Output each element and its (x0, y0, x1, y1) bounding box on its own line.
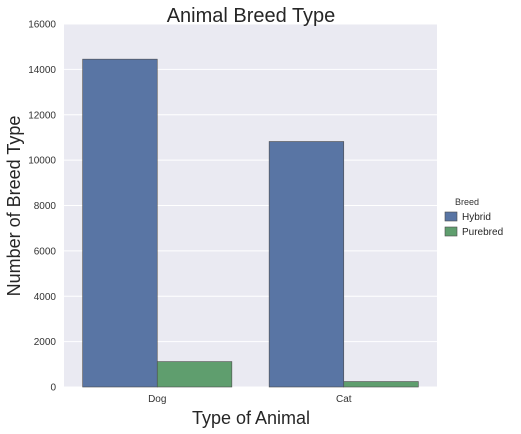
bar-hybrid-dog (82, 58, 158, 388)
y-tick-label: 4000 (34, 292, 57, 303)
x-tick-label: Cat (336, 394, 352, 405)
bar-purebred-dog (156, 361, 233, 388)
y-tick-label: 16000 (28, 20, 56, 31)
y-tick-label: 12000 (28, 110, 56, 121)
x-axis-ticks: Dog Cat (148, 394, 352, 405)
bars (82, 58, 419, 388)
legend-swatch-hybrid (444, 211, 458, 222)
chart-title: Animal Breed Type (167, 5, 336, 27)
bar-hybrid-cat (268, 141, 345, 388)
y-tick-label: 0 (50, 383, 56, 394)
y-tick-label: 14000 (28, 65, 56, 76)
legend: Breed Hybrid Purebred (444, 197, 503, 238)
x-tick-label: Dog (148, 394, 166, 405)
y-tick-label: 2000 (34, 337, 57, 348)
y-axis-ticks: 0 2000 4000 6000 8000 10000 12000 14000 16000 (28, 20, 56, 394)
x-axis-label: Type of Animal (192, 408, 310, 428)
legend-swatch-purebred (444, 226, 458, 237)
y-tick-label: 6000 (34, 246, 57, 257)
bar-purebred-cat (343, 381, 419, 388)
legend-label-purebred: Purebred (462, 227, 503, 238)
y-tick-label: 10000 (28, 156, 56, 167)
y-axis-label: Number of Breed Type (4, 116, 24, 297)
y-tick-label: 8000 (34, 201, 57, 212)
legend-label-hybrid: Hybrid (462, 212, 491, 223)
legend-title: Breed (455, 197, 479, 207)
